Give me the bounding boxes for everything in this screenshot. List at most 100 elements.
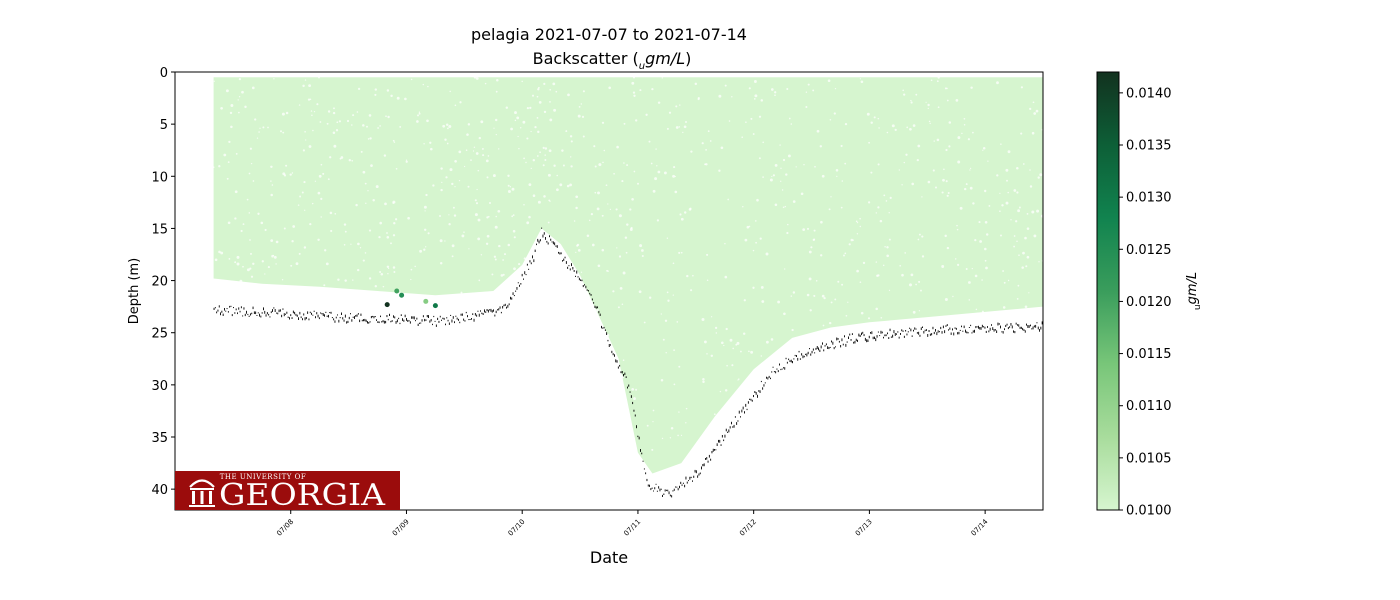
sea-floor-point [1024, 330, 1026, 333]
envelope-speckle [891, 124, 895, 128]
envelope-speckle [417, 114, 419, 117]
envelope-speckle [1010, 219, 1012, 221]
envelope-speckle [941, 191, 944, 194]
sea-floor-point [478, 313, 480, 317]
sea-floor-point [260, 315, 262, 318]
sea-floor-point [645, 472, 647, 475]
envelope-speckle [480, 120, 484, 124]
envelope-speckle [985, 233, 989, 236]
envelope-speckle [769, 178, 773, 182]
envelope-speckle [646, 424, 649, 427]
sea-floor-point [868, 335, 870, 339]
sea-floor-point [971, 332, 973, 334]
envelope-speckle [559, 183, 563, 187]
envelope-speckle [820, 254, 823, 257]
envelope-speckle [337, 278, 340, 281]
sea-floor-point [682, 482, 684, 484]
sea-floor-point [420, 322, 422, 324]
sea-floor-point [519, 284, 520, 287]
envelope-speckle [618, 255, 622, 258]
envelope-speckle [439, 261, 443, 265]
sea-floor-point [339, 317, 341, 319]
envelope-speckle [512, 229, 516, 233]
envelope-speckle [299, 195, 302, 198]
sea-floor-point [731, 421, 732, 425]
envelope-speckle [472, 150, 475, 152]
sea-floor-point [565, 261, 567, 264]
envelope-speckle [475, 77, 479, 80]
envelope-speckle [570, 165, 573, 168]
sea-floor-point [707, 460, 709, 463]
sea-floor-point [395, 321, 397, 324]
sea-floor-point [750, 398, 752, 401]
sea-floor-point [877, 331, 879, 333]
envelope-speckle [844, 122, 848, 126]
envelope-speckle [596, 207, 600, 211]
envelope-speckle [819, 145, 823, 148]
envelope-speckle [485, 242, 489, 245]
sea-floor-point [451, 319, 453, 323]
envelope-speckle [870, 121, 873, 124]
envelope-speckle [446, 142, 449, 145]
sea-floor-point [337, 314, 338, 316]
logo-background [175, 471, 400, 510]
sea-floor-point [1013, 330, 1014, 333]
envelope-speckle [473, 75, 477, 79]
envelope-speckle [491, 273, 494, 276]
envelope-speckle [357, 242, 360, 246]
sea-floor-point [438, 320, 440, 323]
envelope-speckle [580, 271, 583, 273]
envelope-speckle [982, 149, 984, 151]
envelope-speckle [458, 150, 462, 154]
envelope-speckle [386, 265, 390, 269]
envelope-speckle [498, 244, 501, 248]
sea-floor-point [380, 315, 381, 318]
envelope-speckle [850, 238, 854, 242]
sea-floor-point [889, 328, 891, 332]
envelope-speckle [726, 364, 728, 367]
envelope-speckle [553, 108, 557, 112]
envelope-speckle [582, 135, 585, 138]
envelope-speckle [357, 87, 361, 91]
envelope-speckle [837, 280, 840, 283]
envelope-speckle [273, 78, 275, 80]
envelope-speckle [685, 407, 688, 410]
sea-floor-point [694, 469, 696, 473]
envelope-speckle [548, 149, 552, 153]
envelope-speckle [657, 170, 661, 174]
sea-floor-point [539, 239, 541, 242]
envelope-speckle [965, 183, 968, 186]
sea-floor-point [939, 331, 940, 333]
envelope-speckle [530, 167, 532, 170]
sea-floor-point [698, 473, 700, 476]
envelope-speckle [374, 88, 377, 91]
sea-floor-point [1039, 329, 1040, 332]
envelope-speckle [505, 106, 508, 109]
envelope-speckle [910, 99, 912, 102]
envelope-speckle [948, 121, 952, 124]
sea-floor-point [953, 332, 955, 336]
envelope-speckle [317, 238, 320, 242]
envelope-speckle [281, 279, 284, 281]
sea-floor-point [476, 314, 478, 317]
envelope-speckle [724, 389, 728, 392]
envelope-speckle [648, 140, 651, 143]
envelope-speckle [970, 86, 973, 89]
envelope-speckle [779, 144, 781, 146]
sea-floor-point [929, 333, 931, 336]
sea-floor-point [494, 314, 496, 317]
sea-floor-point [373, 316, 375, 319]
sea-floor-point [1032, 326, 1034, 330]
sea-floor-point [714, 449, 715, 451]
envelope-speckle [422, 83, 424, 86]
envelope-speckle [870, 171, 873, 174]
envelope-speckle [578, 106, 581, 108]
envelope-speckle [320, 197, 323, 200]
sea-floor-point [881, 331, 883, 334]
sea-floor-point [1031, 328, 1033, 330]
sea-floor-point [862, 331, 864, 334]
sea-floor-point [439, 315, 441, 318]
envelope-speckle [532, 159, 535, 162]
envelope-speckle [390, 242, 392, 245]
envelope-speckle [365, 202, 367, 205]
